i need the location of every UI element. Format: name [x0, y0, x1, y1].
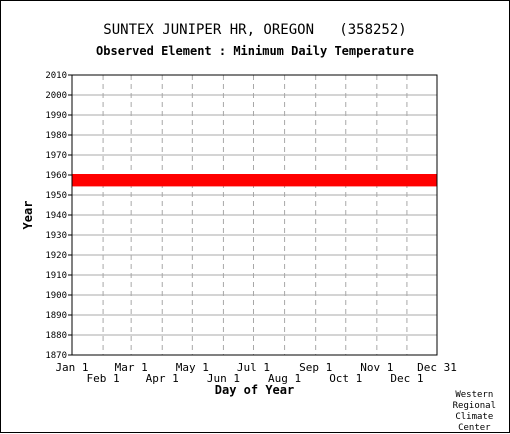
- y-tick-label: 1930: [45, 231, 67, 241]
- chart-subtitle: Observed Element : Minimum Daily Tempera…: [96, 44, 414, 58]
- y-axis-label: Year: [21, 201, 35, 230]
- y-tick-label: 1880: [45, 331, 67, 341]
- x-tick-label: Sep 1: [299, 361, 332, 374]
- y-tick-label: 1870: [45, 351, 67, 361]
- data-mark: [72, 176, 437, 179]
- y-tick-label: 1890: [45, 311, 67, 321]
- x-tick-label: Jun 1: [207, 372, 240, 385]
- y-tick-label: 2010: [45, 71, 67, 81]
- data-mark: [72, 184, 437, 187]
- chart-title: SUNTEX JUNIPER HR, OREGON (358252): [103, 22, 407, 38]
- data-mark: [72, 182, 437, 185]
- y-tick-labels: 1870 1880 1890 1900 1910 1920 1930 1940 1950 1960…: [45, 71, 72, 361]
- credit-line: Climate: [455, 412, 494, 422]
- y-tick-label: 1910: [45, 271, 67, 281]
- x-tick-label: Aug 1: [268, 372, 301, 385]
- y-tick-label: 1970: [45, 151, 67, 161]
- credit-line: Western: [455, 390, 494, 400]
- credit-block: Western Regional Climate Center: [453, 390, 496, 434]
- y-tick-label: 1920: [45, 251, 67, 261]
- y-tick-label: 2000: [45, 91, 67, 101]
- x-tick-label: Dec 1: [390, 372, 423, 385]
- data-points: [72, 174, 437, 187]
- data-mark: [72, 174, 437, 177]
- y-tick-label: 1980: [45, 131, 67, 141]
- x-tick-label: May 1: [176, 361, 209, 374]
- y-tick-label: 1950: [45, 191, 67, 201]
- x-tick-label: Apr 1: [146, 372, 179, 385]
- x-tick-label: Jul 1: [237, 361, 270, 374]
- x-tick-label: Oct 1: [329, 372, 362, 385]
- credit-line: Center: [458, 423, 491, 433]
- x-tick-labels: Jan 1 Mar 1 May 1 Jul 1 Sep 1 Nov 1 Dec 31 Feb …: [55, 361, 456, 385]
- x-tick-label: Dec 31: [417, 361, 457, 374]
- y-tick-label: 1960: [45, 171, 67, 181]
- data-mark: [72, 178, 437, 181]
- y-tick-label: 1940: [45, 211, 67, 221]
- x-axis-label: Day of Year: [215, 383, 294, 397]
- x-tick-label: Jan 1: [55, 361, 88, 374]
- y-tick-label: 1900: [45, 291, 67, 301]
- grid-lines: [72, 74, 437, 356]
- y-tick-label: 1990: [45, 111, 67, 121]
- x-tick-label: Feb 1: [87, 372, 120, 385]
- credit-line: Regional: [452, 401, 496, 411]
- x-tick-label: Nov 1: [360, 361, 393, 374]
- data-mark: [72, 180, 437, 183]
- x-tick-label: Mar 1: [115, 361, 148, 374]
